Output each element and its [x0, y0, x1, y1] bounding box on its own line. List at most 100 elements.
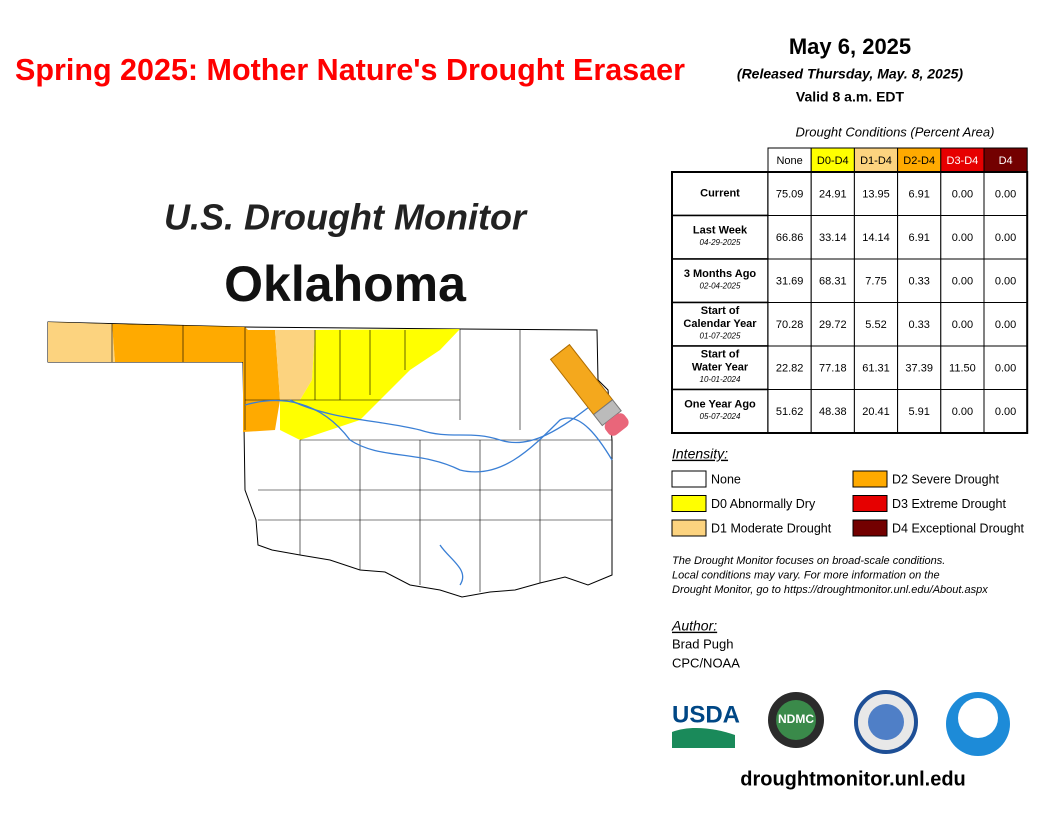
legend-label: D1 Moderate Drought	[711, 521, 832, 535]
column-label: D1-D4	[860, 155, 892, 167]
map-date: May 6, 2025	[789, 34, 911, 59]
state-outline	[47, 321, 613, 598]
legend-label: None	[711, 472, 741, 486]
cell-value: 68.31	[819, 276, 847, 288]
cell-value: 6.91	[908, 232, 929, 244]
d2-area	[112, 324, 280, 432]
cell-value: 0.00	[995, 406, 1016, 418]
cell-value: 29.72	[819, 319, 847, 331]
row-date: 02-04-2025	[700, 281, 741, 290]
valid-time: Valid 8 a.m. EDT	[796, 89, 905, 105]
cell-value: 20.41	[862, 406, 890, 418]
commerce-inner	[868, 704, 904, 740]
value-cell	[810, 345, 855, 390]
column-header	[983, 147, 1028, 173]
legend: Intensity: None D0 Abnormally Dry D1 Modera…	[671, 446, 1025, 537]
value-cell	[853, 345, 899, 390]
state-map	[47, 321, 629, 598]
table-border	[671, 171, 1029, 434]
row-label: Start of	[701, 305, 740, 317]
author-line: CPC/NOAA	[672, 655, 740, 670]
column-header	[940, 147, 985, 173]
value-cell	[940, 302, 985, 347]
value-cell	[810, 171, 855, 216]
column-label: None	[776, 155, 802, 167]
county-lines	[111, 324, 612, 592]
value-cell	[983, 258, 1028, 303]
column-label: D2-D4	[903, 155, 935, 167]
row-date: 04-29-2025	[700, 238, 741, 247]
author-title: Author:	[671, 618, 717, 634]
cell-value: 33.14	[819, 232, 847, 244]
cell-value: 0.33	[908, 319, 929, 331]
legend-swatch	[671, 495, 707, 512]
cell-value: 48.38	[819, 406, 847, 418]
cell-value: 0.00	[995, 363, 1016, 375]
pencil	[549, 343, 629, 436]
logos: USDA NDMC	[672, 690, 1010, 756]
legend-swatch	[852, 470, 888, 488]
value-cell	[853, 302, 899, 347]
cell-value: 0.00	[952, 319, 973, 331]
cell-value: 0.00	[952, 232, 973, 244]
d1-area	[48, 322, 115, 362]
cell-value: 5.91	[908, 406, 929, 418]
note-line: The Drought Monitor focuses on broad-sca…	[672, 555, 945, 567]
legend-swatch	[852, 519, 888, 537]
cell-value: 0.33	[908, 276, 929, 288]
cell-value: 5.52	[865, 319, 886, 331]
cell-value: 24.91	[819, 189, 847, 201]
cell-value: 70.28	[776, 319, 804, 331]
cell-value: 0.00	[952, 276, 973, 288]
row-date: 10-01-2024	[700, 375, 741, 384]
cell-value: 0.00	[952, 406, 973, 418]
cell-value: 13.95	[862, 189, 890, 201]
value-cell	[940, 389, 985, 434]
value-cell	[983, 345, 1028, 390]
row-date: 05-07-2024	[700, 412, 741, 421]
cell-value: 77.18	[819, 363, 847, 375]
legend-label: D4 Exceptional Drought	[892, 521, 1025, 535]
value-cell	[767, 389, 812, 434]
rivers	[244, 399, 613, 586]
d1-area	[275, 330, 315, 400]
cell-value: 6.91	[908, 189, 929, 201]
website-url: droughtmonitor.unl.edu	[740, 768, 966, 790]
cell-value: 0.00	[995, 319, 1016, 331]
value-cell	[810, 389, 855, 434]
cell-value: 75.09	[776, 189, 804, 201]
row-label-cell	[671, 258, 769, 304]
value-cell	[767, 215, 812, 260]
ndmc-logo: NDMC	[778, 712, 814, 726]
column-label: D0-D4	[817, 155, 849, 167]
value-cell	[897, 215, 942, 260]
row-label: 3 Months Ago	[684, 268, 757, 280]
row-date: 01-07-2025	[700, 331, 741, 340]
value-cell	[853, 258, 899, 303]
column-label: D3-D4	[947, 155, 979, 167]
legend-swatch	[852, 495, 888, 512]
cell-value: 11.50	[949, 363, 976, 375]
cell-value: 14.14	[862, 232, 890, 244]
legend-label: D2 Severe Drought	[892, 472, 1000, 486]
release-date: (Released Thursday, May. 8, 2025)	[737, 66, 964, 82]
cell-value: 22.82	[776, 363, 804, 375]
usda-logo: USDA	[672, 701, 740, 728]
value-cell	[810, 215, 855, 260]
row-label: Water Year	[692, 362, 749, 374]
cell-value: 31.69	[776, 276, 804, 288]
drought-table: Drought Conditions (Percent Area) None D0-…	[671, 124, 1029, 434]
legend-swatch	[671, 470, 707, 488]
value-cell	[853, 389, 899, 434]
author-line: Brad Pugh	[672, 636, 733, 651]
page-title: Spring 2025: Mother Nature's Drought Era…	[15, 52, 685, 87]
table-caption: Drought Conditions (Percent Area)	[796, 124, 995, 139]
cell-value: 66.86	[776, 232, 804, 244]
legend-label: D0 Abnormally Dry	[711, 497, 816, 511]
legend-title: Intensity:	[672, 446, 728, 462]
value-cell	[853, 215, 899, 260]
row-label: One Year Ago	[684, 399, 756, 411]
cell-value: 51.62	[776, 406, 804, 418]
